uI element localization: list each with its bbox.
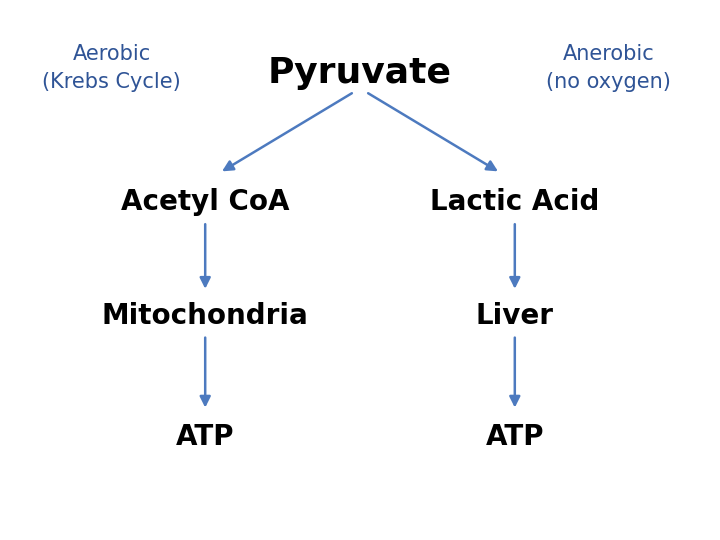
Text: Anerobic
(no oxygen): Anerobic (no oxygen) bbox=[546, 44, 671, 91]
Text: Acetyl CoA: Acetyl CoA bbox=[121, 188, 289, 217]
Text: Lactic Acid: Lactic Acid bbox=[430, 188, 600, 217]
Text: Mitochondria: Mitochondria bbox=[102, 302, 309, 330]
Text: Liver: Liver bbox=[476, 302, 554, 330]
Text: Aerobic
(Krebs Cycle): Aerobic (Krebs Cycle) bbox=[42, 44, 181, 91]
Text: ATP: ATP bbox=[485, 423, 544, 451]
Text: ATP: ATP bbox=[176, 423, 235, 451]
Text: Pyruvate: Pyruvate bbox=[268, 56, 452, 90]
